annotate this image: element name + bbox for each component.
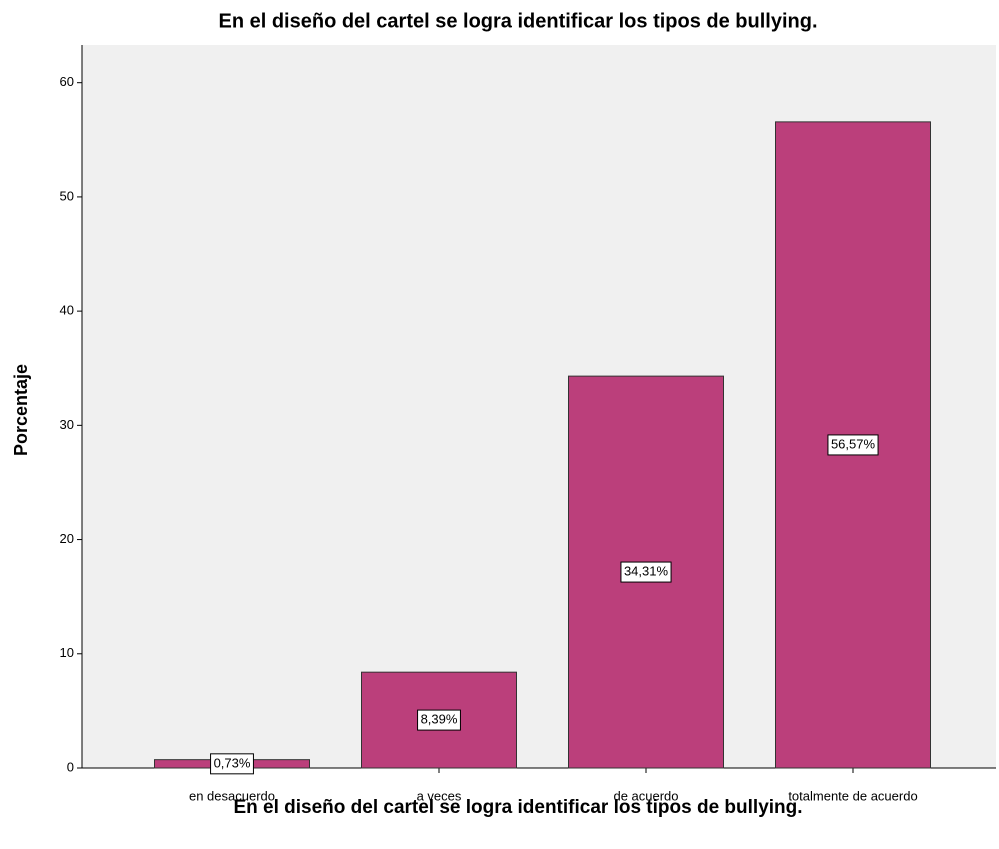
y-tick-label: 50 — [60, 188, 74, 203]
value-label: 34,31% — [624, 563, 669, 578]
value-label-box — [620, 561, 672, 583]
x-tick-label: totalmente de acuerdo — [788, 788, 917, 803]
y-tick-label: 30 — [60, 417, 74, 432]
value-label: 8,39% — [421, 712, 458, 727]
chart-title: En el diseño del cartel se logra identif… — [218, 10, 817, 32]
y-tick-label: 10 — [60, 645, 74, 660]
value-label: 0,73% — [214, 755, 251, 770]
x-tick-label: de acuerdo — [613, 788, 678, 803]
value-label: 56,57% — [831, 436, 876, 451]
x-tick-label: a veces — [417, 788, 462, 803]
y-tick-label: 40 — [60, 303, 74, 318]
value-label-box — [417, 709, 461, 731]
y-axis-label: Porcentaje — [11, 364, 31, 456]
value-label-box — [827, 434, 879, 456]
x-tick-label: en desacuerdo — [189, 788, 275, 803]
y-tick-label: 0 — [67, 759, 74, 774]
value-label-box — [210, 753, 254, 775]
y-tick-label: 60 — [60, 74, 74, 89]
y-tick-label: 20 — [60, 531, 74, 546]
x-axis-label: En el diseño del cartel se logra identif… — [233, 797, 802, 818]
